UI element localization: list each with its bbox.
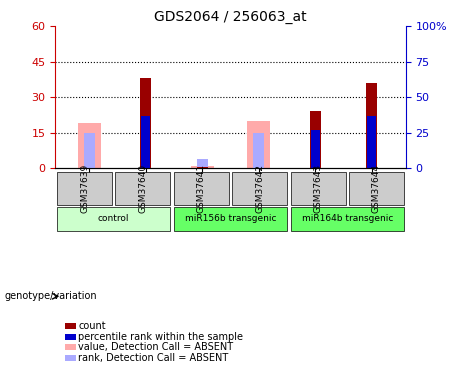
Title: GDS2064 / 256063_at: GDS2064 / 256063_at [154, 10, 307, 24]
Text: miR164b transgenic: miR164b transgenic [301, 214, 393, 223]
Text: count: count [78, 321, 106, 331]
FancyBboxPatch shape [174, 207, 287, 231]
Text: control: control [98, 214, 130, 223]
Bar [367, 116, 376, 168]
Bar [366, 83, 378, 168]
Bar [83, 133, 95, 168]
Text: GSM37640: GSM37640 [138, 164, 148, 213]
FancyBboxPatch shape [57, 172, 112, 206]
Text: GSM37643: GSM37643 [313, 164, 323, 213]
FancyBboxPatch shape [115, 172, 171, 206]
Bar [78, 123, 100, 168]
Bar [196, 167, 208, 168]
Bar [191, 166, 213, 168]
Text: miR156b transgenic: miR156b transgenic [185, 214, 276, 223]
Text: rank, Detection Call = ABSENT: rank, Detection Call = ABSENT [78, 353, 229, 363]
Text: GSM37644: GSM37644 [372, 164, 381, 213]
Bar [196, 159, 208, 168]
Text: GSM37639: GSM37639 [80, 164, 89, 213]
Bar [253, 133, 265, 168]
Text: GSM37641: GSM37641 [197, 164, 206, 213]
FancyBboxPatch shape [57, 207, 171, 231]
Text: value, Detection Call = ABSENT: value, Detection Call = ABSENT [78, 342, 233, 352]
Bar [310, 111, 321, 168]
FancyBboxPatch shape [232, 172, 287, 206]
Bar [311, 130, 320, 168]
Text: percentile rank within the sample: percentile rank within the sample [78, 332, 243, 342]
Bar [248, 121, 270, 168]
FancyBboxPatch shape [349, 172, 404, 206]
FancyBboxPatch shape [290, 172, 346, 206]
Bar [141, 116, 150, 168]
FancyBboxPatch shape [290, 207, 404, 231]
Text: genotype/variation: genotype/variation [5, 291, 97, 301]
Text: GSM37642: GSM37642 [255, 164, 264, 213]
FancyBboxPatch shape [174, 172, 229, 206]
Bar [140, 78, 151, 168]
